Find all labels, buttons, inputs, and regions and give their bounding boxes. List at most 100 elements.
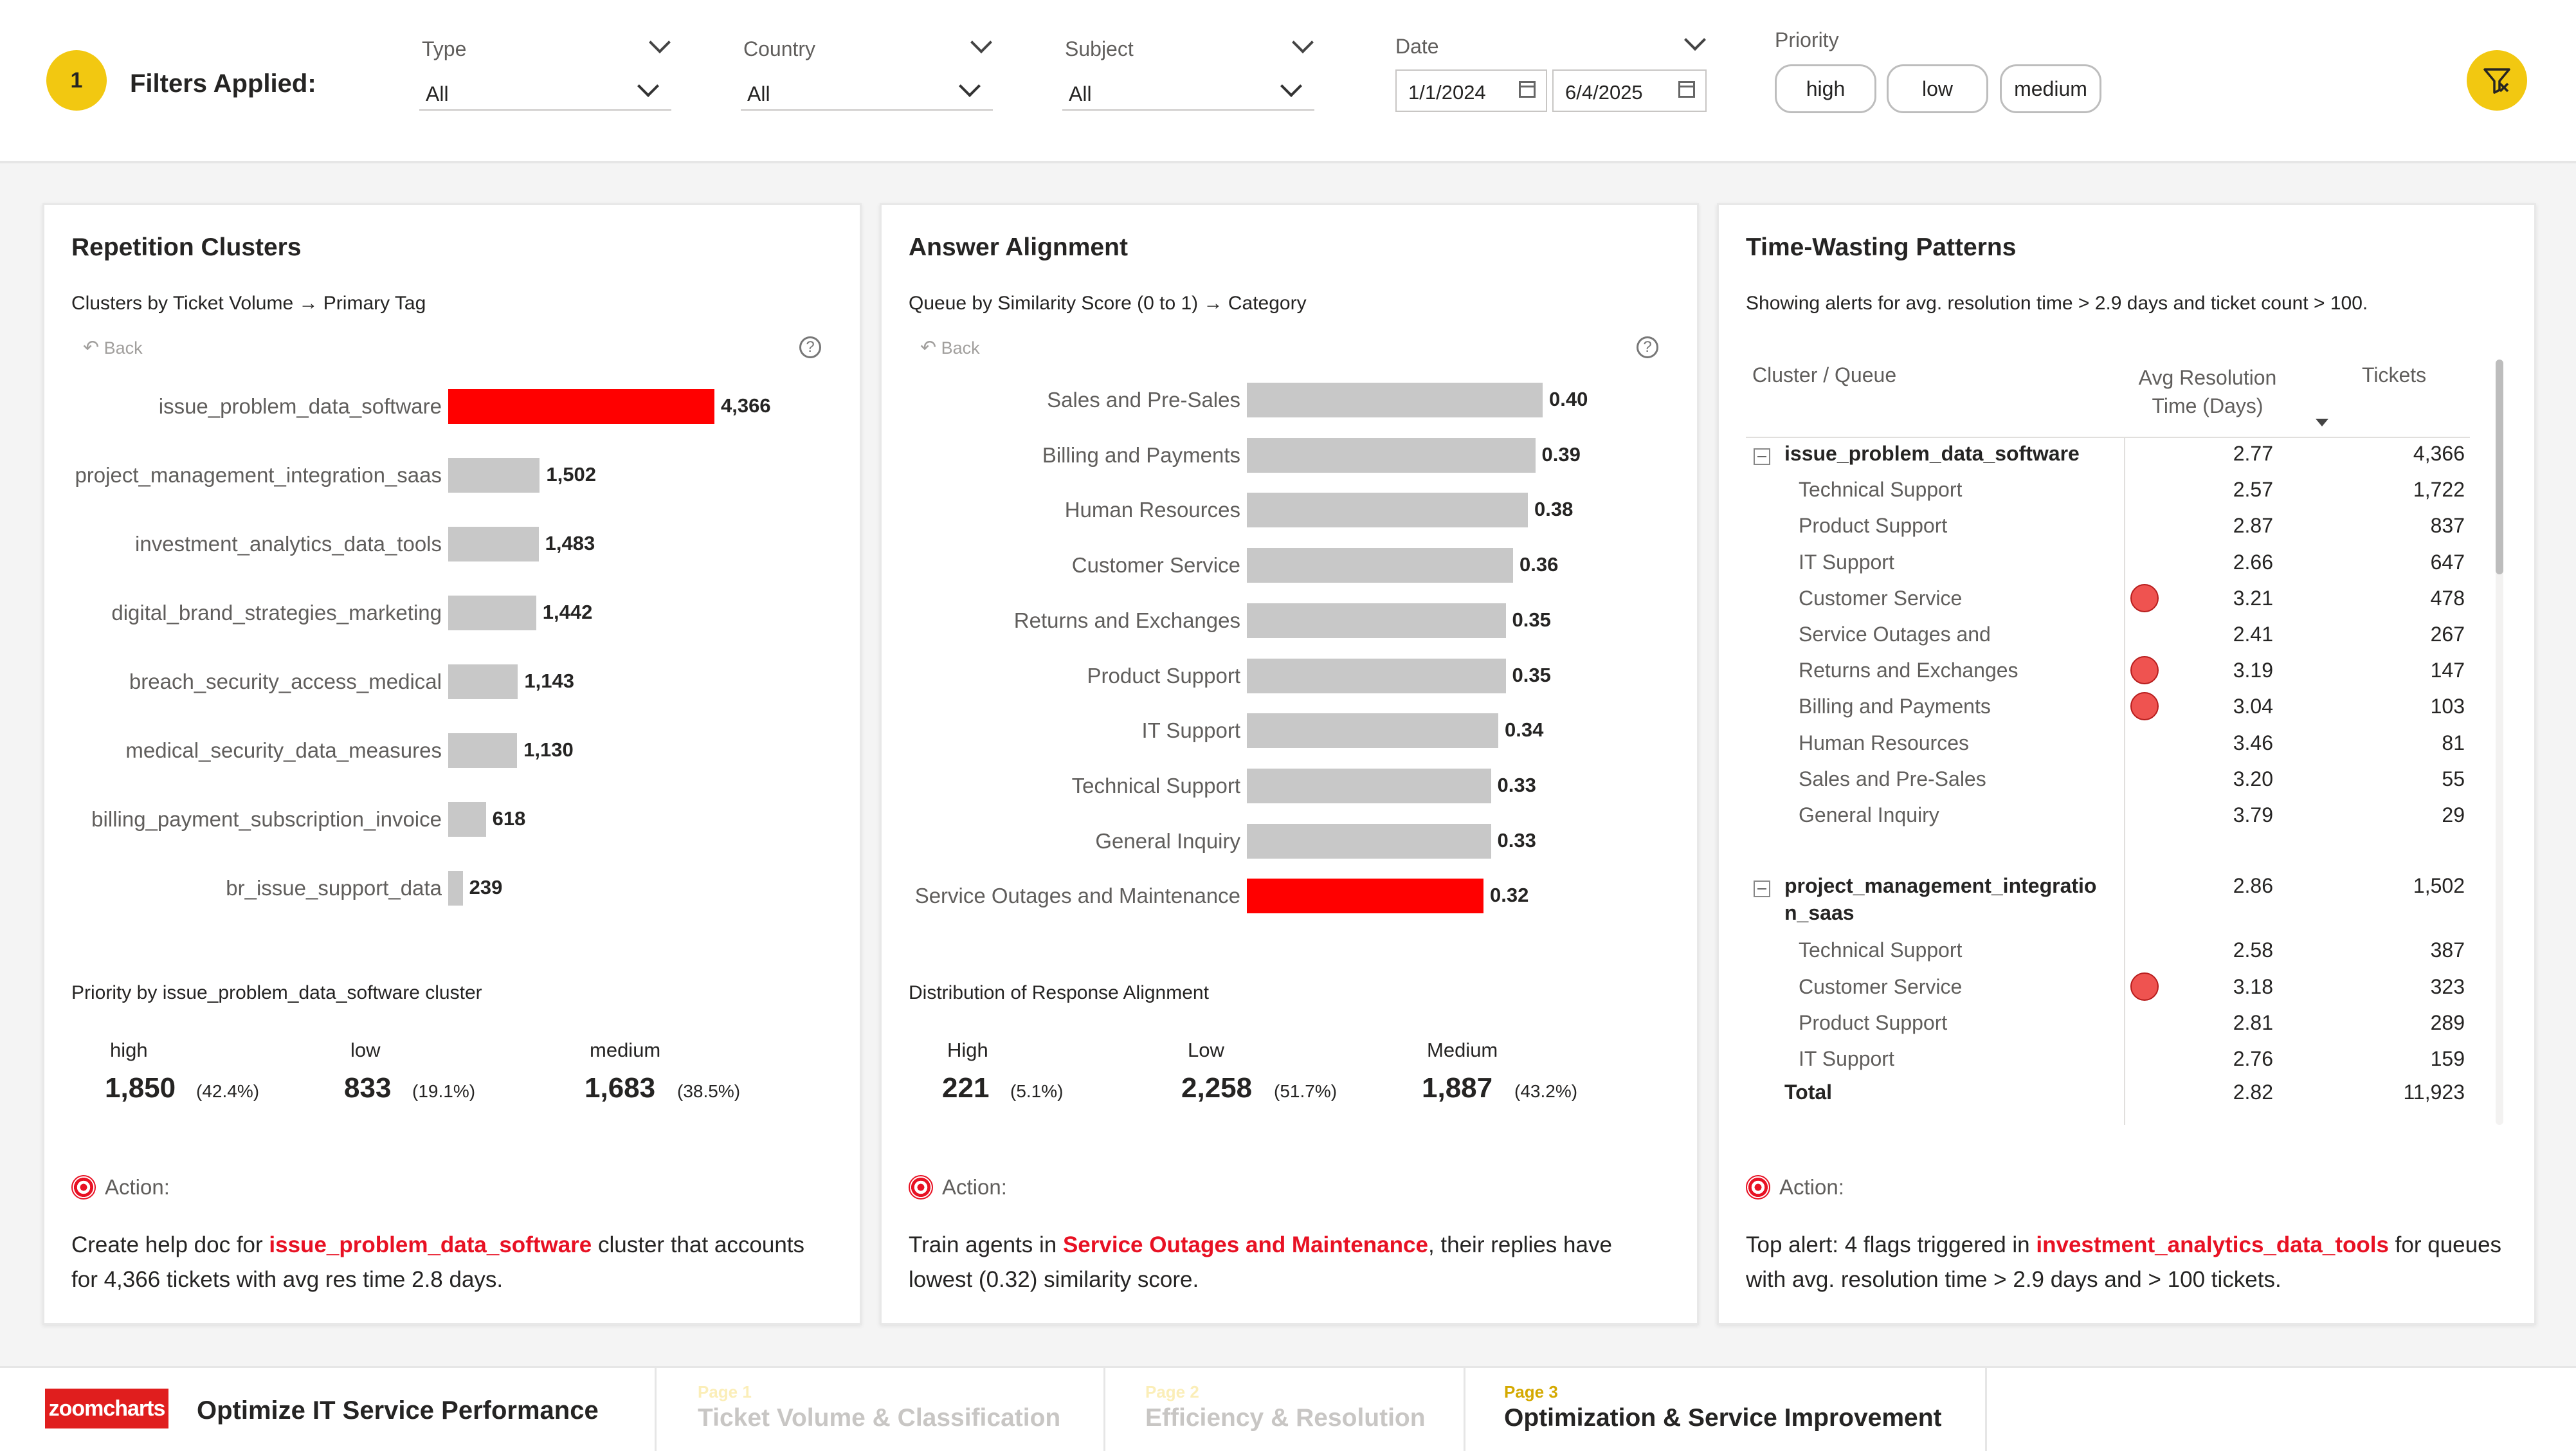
queue-tickets: 478 <box>2430 586 2465 610</box>
country-filter-collapse-icon[interactable] <box>970 32 992 53</box>
bar[interactable] <box>1247 383 1543 417</box>
queue-row-label[interactable]: General Inquiry <box>1799 803 1939 826</box>
clear-filters-button[interactable] <box>2467 50 2527 111</box>
back-button[interactable]: ↶ Back <box>920 336 980 359</box>
header-divider <box>1746 437 2470 438</box>
priority-chip-low[interactable]: low <box>1887 64 1988 113</box>
bar-category-label[interactable]: digital_brand_strategies_marketing <box>111 601 442 625</box>
bar[interactable] <box>1247 603 1506 638</box>
date-to-input[interactable]: 6/4/2025 <box>1552 69 1707 112</box>
queue-row-label[interactable]: Service Outages and <box>1799 623 1991 646</box>
bar-category-label[interactable]: br_issue_support_data <box>226 876 442 900</box>
total-tickets: 11,923 <box>2403 1081 2465 1104</box>
column-header-avg-resolution[interactable]: Avg Resolution Time (Days) <box>2138 366 2277 417</box>
priority-chip-high[interactable]: high <box>1775 64 1876 113</box>
kpi-medium-pct: (38.5%) <box>677 1081 741 1101</box>
bar-category-label[interactable]: Technical Support <box>1071 773 1240 798</box>
help-icon[interactable]: ? <box>799 336 821 358</box>
bar[interactable] <box>448 527 539 561</box>
bar-category-label[interactable]: Sales and Pre-Sales <box>1047 388 1240 412</box>
column-header-tickets[interactable]: Tickets <box>2362 363 2427 387</box>
alert-flag-icon <box>2130 692 2159 721</box>
bar[interactable] <box>448 871 463 906</box>
bar[interactable] <box>1247 437 1536 473</box>
calendar-icon[interactable] <box>1519 81 1536 98</box>
bar[interactable] <box>1247 713 1498 749</box>
action-label: Action: <box>1746 1175 1844 1200</box>
bar-category-label[interactable]: Service Outages and Maintenance <box>914 884 1240 908</box>
date-filter-collapse-icon[interactable] <box>1684 29 1706 51</box>
subject-filter-dropdown[interactable]: All <box>1062 69 1314 111</box>
tab-page-name: Efficiency & Resolution <box>1145 1404 1426 1432</box>
kpi-medium-pct: (43.2%) <box>1514 1081 1578 1101</box>
type-filter-dropdown[interactable]: All <box>419 69 671 111</box>
back-button[interactable]: ↶ Back <box>83 336 143 359</box>
bar[interactable] <box>448 664 518 699</box>
tab-page-name: Optimization & Service Improvement <box>1504 1404 1942 1432</box>
bar-category-label[interactable]: project_management_integration_saas <box>75 463 442 487</box>
queue-row-label[interactable]: Technical Support <box>1799 938 1963 962</box>
collapse-group-icon[interactable] <box>1754 881 1770 898</box>
tab-page-1[interactable]: Page 1 Ticket Volume & Classification <box>655 1368 1103 1451</box>
queue-row-label[interactable]: Human Resources <box>1799 731 1969 754</box>
bar-category-label[interactable]: Human Resources <box>1064 498 1240 522</box>
queue-row-label[interactable]: Product Support <box>1799 1010 1948 1034</box>
bar-category-label[interactable]: General Inquiry <box>1095 828 1240 853</box>
bar[interactable] <box>448 733 518 768</box>
bar[interactable] <box>1247 493 1528 528</box>
calendar-icon[interactable] <box>1678 81 1695 98</box>
queue-row-label[interactable]: IT Support <box>1799 550 1894 574</box>
tab-page-number: Page 2 <box>1145 1382 1199 1401</box>
queue-row-label[interactable]: IT Support <box>1799 1047 1894 1070</box>
column-header-cluster[interactable]: Cluster / Queue <box>1752 363 1897 387</box>
bar-data-label: 0.34 <box>1505 718 1544 742</box>
action-text: Top alert: 4 flags triggered in investme… <box>1746 1232 2502 1292</box>
bar[interactable] <box>448 458 540 493</box>
table-scrollbar-thumb[interactable] <box>2496 360 2503 574</box>
bar-data-label: 618 <box>492 807 526 830</box>
bar[interactable] <box>1247 768 1491 803</box>
bar-category-label[interactable]: issue_problem_data_software <box>158 394 442 418</box>
bar[interactable] <box>1247 879 1483 914</box>
bar[interactable] <box>448 596 536 630</box>
collapse-group-icon[interactable] <box>1754 448 1770 465</box>
group-row-label[interactable]: issue_problem_data_software <box>1784 442 2080 465</box>
subject-filter-collapse-icon[interactable] <box>1292 32 1314 53</box>
bar-category-label[interactable]: IT Support <box>1141 718 1240 743</box>
bar-category-label[interactable]: investment_analytics_data_tools <box>135 532 442 556</box>
bar[interactable] <box>448 802 486 837</box>
bar[interactable] <box>1247 548 1513 583</box>
action-highlight: Service Outages and Maintenance <box>1062 1232 1428 1257</box>
queue-row-label[interactable]: Sales and Pre-Sales <box>1799 767 1986 790</box>
tab-page-2[interactable]: Page 2 Efficiency & Resolution <box>1103 1368 1464 1451</box>
queue-row-label[interactable]: Technical Support <box>1799 478 1963 502</box>
help-icon[interactable]: ? <box>1637 336 1658 358</box>
bar-category-label[interactable]: Billing and Payments <box>1042 443 1240 467</box>
group-row-label[interactable]: project_management_integratio <box>1784 874 2097 898</box>
bar-category-label[interactable]: billing_payment_subscription_invoice <box>91 807 442 831</box>
queue-row-label[interactable]: Billing and Payments <box>1799 695 1991 718</box>
queue-row-label[interactable]: Customer Service <box>1799 586 1963 610</box>
tab-page-3[interactable]: Page 3 Optimization & Service Improvemen… <box>1464 1368 1987 1451</box>
bar-category-label[interactable]: medical_security_data_measures <box>125 738 442 762</box>
queue-row-label[interactable]: Returns and Exchanges <box>1799 659 2018 682</box>
bar[interactable] <box>1247 658 1506 693</box>
bar-category-label[interactable]: Product Support <box>1087 663 1240 688</box>
filters-applied-label: Filters Applied: <box>130 69 316 98</box>
kpi-low-label: Low <box>1188 1039 1224 1061</box>
country-filter-dropdown[interactable]: All <box>741 69 993 111</box>
type-filter-collapse-icon[interactable] <box>649 32 671 53</box>
date-from-input[interactable]: 1/1/2024 <box>1395 69 1547 112</box>
priority-chip-medium[interactable]: medium <box>2000 64 2101 113</box>
bar-category-label[interactable]: Customer Service <box>1071 553 1240 578</box>
action-label: Action: <box>909 1175 1007 1200</box>
bar[interactable] <box>1247 823 1491 859</box>
queue-row-label[interactable]: Product Support <box>1799 514 1948 538</box>
priority-filter-label: Priority <box>1775 28 1839 51</box>
queue-row-label[interactable]: Customer Service <box>1799 974 1963 998</box>
bar[interactable] <box>448 389 714 424</box>
bar-category-label[interactable]: breach_security_access_medical <box>129 670 442 693</box>
queue-avg-resolution: 3.18 <box>2233 974 2273 998</box>
bar-category-label[interactable]: Returns and Exchanges <box>1013 608 1240 632</box>
sort-descending-icon[interactable] <box>2316 419 2328 426</box>
